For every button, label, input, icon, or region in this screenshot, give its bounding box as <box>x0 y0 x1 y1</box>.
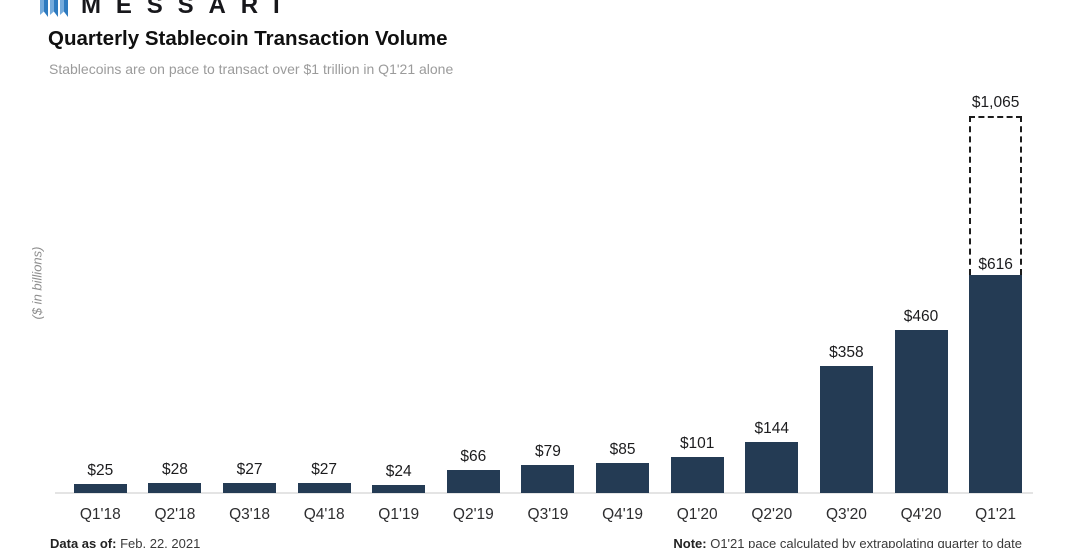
x-axis-tick-label: Q4'19 <box>602 506 644 523</box>
bar-value-label: $616 <box>978 255 1013 273</box>
methodology-note: Note: Q1'21 pace calculated by extrapola… <box>673 536 1022 548</box>
projected-value-label: $1,065 <box>971 94 1020 111</box>
bar <box>894 330 948 493</box>
bar <box>969 274 1023 493</box>
bar-value-label: $28 <box>161 461 188 479</box>
bar-slot: $27 <box>287 461 362 493</box>
bar <box>670 457 724 493</box>
bar-slot: $460 <box>884 308 959 493</box>
bar <box>148 483 202 493</box>
y-axis-label: ($ in billions) <box>29 246 45 320</box>
x-axis-tick-label: Q1'19 <box>378 506 420 523</box>
logo-ribbon <box>50 0 58 17</box>
bar-slot: $101 <box>660 435 735 493</box>
bar-value-label: $25 <box>87 462 114 480</box>
bar <box>596 462 650 493</box>
note-value: Q1'21 pace calculated by extrapolating q… <box>710 536 1022 548</box>
bar-slot: $25 <box>63 462 138 493</box>
projected-bar-outline: $616 <box>969 116 1023 275</box>
chart-title: Quarterly Stablecoin Transaction Volume <box>48 27 448 50</box>
x-axis-line <box>55 492 1033 494</box>
bar-slot: $66 <box>436 448 511 493</box>
logo-ribbon <box>40 0 48 17</box>
x-axis-tick-label: Q2'19 <box>452 506 494 523</box>
bar-value-label: $460 <box>903 308 939 326</box>
messari-wordmark: MESSARI <box>81 0 295 19</box>
bar <box>446 469 500 493</box>
logo-ribbon <box>60 0 68 17</box>
x-axis-tick-label: Q3'19 <box>527 506 569 523</box>
x-axis-tick-label: Q4'18 <box>303 506 345 523</box>
x-axis-tick-label: Q4'20 <box>900 506 942 523</box>
bar-value-label: $24 <box>385 462 412 480</box>
bar-value-label: $358 <box>829 344 864 362</box>
bar-slot: $144 <box>734 420 809 493</box>
bar-value-label: $66 <box>460 447 487 465</box>
bar <box>819 366 873 493</box>
bar-slot: $1,065 $616 <box>958 94 1033 493</box>
bar <box>372 484 426 493</box>
chart-subtitle: Stablecoins are on pace to transact over… <box>49 61 454 77</box>
bar <box>297 483 351 493</box>
bar <box>521 465 575 493</box>
chart-footer: Data as of: Feb. 22, 2021 Note: Q1'21 pa… <box>50 536 1022 548</box>
data-as-of-value: Feb. 22, 2021 <box>120 536 201 548</box>
data-as-of-label: Data as of: <box>50 536 117 548</box>
note-label: Note: <box>673 536 707 548</box>
bar-value-label: $27 <box>311 461 338 479</box>
x-axis-tick-label: Q1'21 <box>975 506 1017 523</box>
bar-value-label: $144 <box>754 420 790 438</box>
bar <box>745 442 799 493</box>
data-as-of-note: Data as of: Feb. 22, 2021 <box>50 536 200 548</box>
messari-logo: MESSARI <box>40 0 295 18</box>
bar-slot: $79 <box>511 443 586 493</box>
bar-series: $25 $28 $27 $27 $24 $66 $79 $85 $101 $144 $358 $460… <box>63 94 1033 493</box>
x-axis-tick-label: Q2'18 <box>154 506 196 523</box>
bar-chart: $25 $28 $27 $27 $24 $66 $79 $85 $101 $144 $358 $460… <box>55 0 1033 523</box>
x-axis-tick-label: Q3'18 <box>229 506 270 523</box>
x-axis-tick-labels: Q1'18 Q2'18 Q3'18 Q4'18 Q1'19 Q2'19 Q3'19 Q4'19… <box>63 506 1033 524</box>
bar-slot: $85 <box>585 441 660 493</box>
bar-value-label: $27 <box>236 461 263 479</box>
bar <box>73 484 127 493</box>
bar-value-label: $79 <box>535 443 561 461</box>
bar-slot: $358 <box>809 344 884 493</box>
bar-value-label: $101 <box>679 435 715 453</box>
bar <box>223 483 277 493</box>
x-axis-tick-label: Q2'20 <box>751 506 793 523</box>
bar-slot: $24 <box>361 463 436 493</box>
bar-slot: $28 <box>138 461 213 493</box>
bar-value-label: $85 <box>609 440 636 458</box>
x-axis-tick-label: Q1'18 <box>79 506 121 523</box>
bar-slot: $27 <box>212 461 287 493</box>
x-axis-tick-label: Q1'20 <box>676 506 718 523</box>
x-axis-tick-label: Q3'20 <box>825 506 867 523</box>
messari-ribbons-icon <box>40 0 68 18</box>
